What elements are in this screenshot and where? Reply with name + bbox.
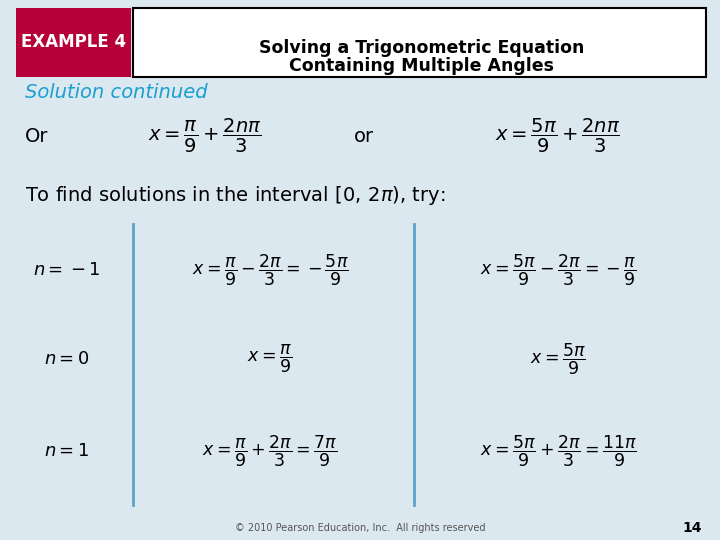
Text: $x = \dfrac{5\pi}{9}$: $x = \dfrac{5\pi}{9}$ bbox=[530, 341, 586, 377]
Text: $x = \dfrac{\pi}{9} + \dfrac{2\pi}{3} = \dfrac{7\pi}{9}$: $x = \dfrac{\pi}{9} + \dfrac{2\pi}{3} = … bbox=[202, 433, 338, 469]
Text: Solving a Trigonometric Equation: Solving a Trigonometric Equation bbox=[258, 38, 584, 57]
Text: $n = 1$: $n = 1$ bbox=[45, 442, 89, 460]
Text: Containing Multiple Angles: Containing Multiple Angles bbox=[289, 57, 554, 76]
Text: $n = 0$: $n = 0$ bbox=[44, 350, 90, 368]
Text: Or: Or bbox=[25, 126, 49, 146]
Text: Solution continued: Solution continued bbox=[25, 83, 208, 103]
Text: $x = \dfrac{\pi}{9} - \dfrac{2\pi}{3} = -\dfrac{5\pi}{9}$: $x = \dfrac{\pi}{9} - \dfrac{2\pi}{3} = … bbox=[192, 252, 348, 288]
Text: $x = \dfrac{5\pi}{9} + \dfrac{2n\pi}{3}$: $x = \dfrac{5\pi}{9} + \dfrac{2n\pi}{3}$ bbox=[495, 117, 621, 155]
FancyBboxPatch shape bbox=[133, 8, 706, 77]
Text: $x = \dfrac{\pi}{9} + \dfrac{2n\pi}{3}$: $x = \dfrac{\pi}{9} + \dfrac{2n\pi}{3}$ bbox=[148, 117, 262, 155]
Text: 14: 14 bbox=[683, 521, 702, 535]
Text: or: or bbox=[354, 126, 374, 146]
Text: $x = \dfrac{5\pi}{9} + \dfrac{2\pi}{3} = \dfrac{11\pi}{9}$: $x = \dfrac{5\pi}{9} + \dfrac{2\pi}{3} =… bbox=[480, 433, 636, 469]
Text: $x = \dfrac{5\pi}{9} - \dfrac{2\pi}{3} = -\dfrac{\pi}{9}$: $x = \dfrac{5\pi}{9} - \dfrac{2\pi}{3} =… bbox=[480, 252, 636, 288]
Text: EXAMPLE 4: EXAMPLE 4 bbox=[21, 33, 126, 51]
Text: $x = \dfrac{\pi}{9}$: $x = \dfrac{\pi}{9}$ bbox=[248, 343, 292, 375]
FancyBboxPatch shape bbox=[16, 8, 131, 77]
Text: To find solutions in the interval $[0,\, 2\pi)$, try:: To find solutions in the interval $[0,\,… bbox=[25, 184, 446, 207]
Text: © 2010 Pearson Education, Inc.  All rights reserved: © 2010 Pearson Education, Inc. All right… bbox=[235, 523, 485, 533]
Text: $n = -1$: $n = -1$ bbox=[33, 261, 101, 279]
